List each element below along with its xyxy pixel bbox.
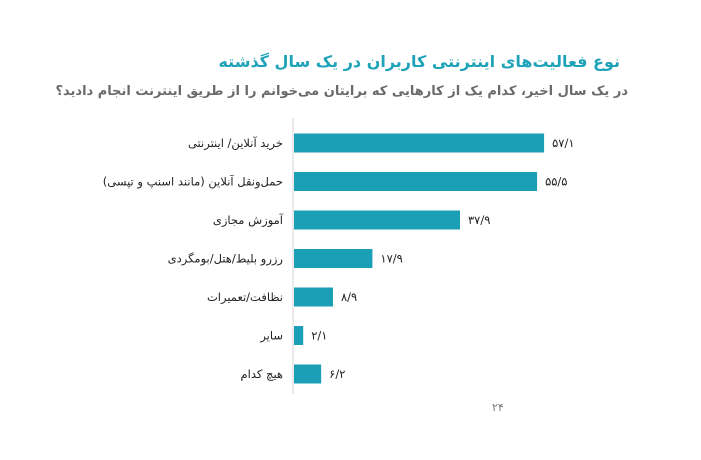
bar [294, 326, 304, 345]
bar [294, 172, 538, 191]
category-label: حمل‌ونقل آنلاین (مانند اسنپ و تپسی) [103, 175, 283, 190]
page-number: ۲۴ [492, 401, 504, 414]
category-label: خرید آنلاین/ اینترنتی [188, 136, 283, 151]
category-label: آموزش مجازی [213, 213, 284, 228]
data-label: ۸/۹ [341, 290, 357, 304]
bar [294, 210, 461, 230]
category-label: سایر [259, 329, 283, 344]
bar [294, 364, 322, 384]
category-label: نظافت/تعمیرات [207, 290, 283, 305]
chart-subtitle: در یک سال اخیر، کدام یک از کارهایی که بر… [55, 84, 628, 99]
data-label: ۵۷/۱ [552, 136, 574, 150]
category-label: هیچ کدام [241, 367, 283, 381]
data-label: ۲/۱ [311, 329, 327, 343]
bar [294, 287, 333, 307]
bar [294, 249, 373, 268]
data-label: ۶/۲ [329, 367, 345, 381]
category-label: رزرو بلیط/هتل/بومگردی [168, 252, 283, 267]
bar [294, 133, 545, 153]
data-label: ۱۷/۹ [380, 252, 402, 266]
data-label: ۳۷/۹ [468, 213, 490, 227]
chart-title: نوع فعالیت‌های اینترنتی کاربران در یک سا… [218, 52, 620, 71]
data-label: ۵۵/۵ [545, 175, 567, 189]
